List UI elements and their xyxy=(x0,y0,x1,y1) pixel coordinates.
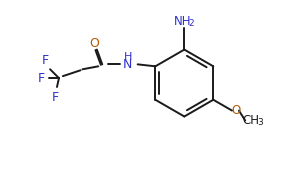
Text: F: F xyxy=(42,54,49,67)
Text: CH: CH xyxy=(243,114,259,127)
Text: H: H xyxy=(124,52,132,62)
Text: NH: NH xyxy=(174,15,191,28)
Text: O: O xyxy=(89,37,99,50)
Text: O: O xyxy=(231,104,241,117)
Text: N: N xyxy=(123,58,133,71)
Text: 3: 3 xyxy=(257,118,263,127)
Text: F: F xyxy=(38,72,45,85)
Text: 2: 2 xyxy=(188,18,194,28)
Text: F: F xyxy=(51,91,59,104)
